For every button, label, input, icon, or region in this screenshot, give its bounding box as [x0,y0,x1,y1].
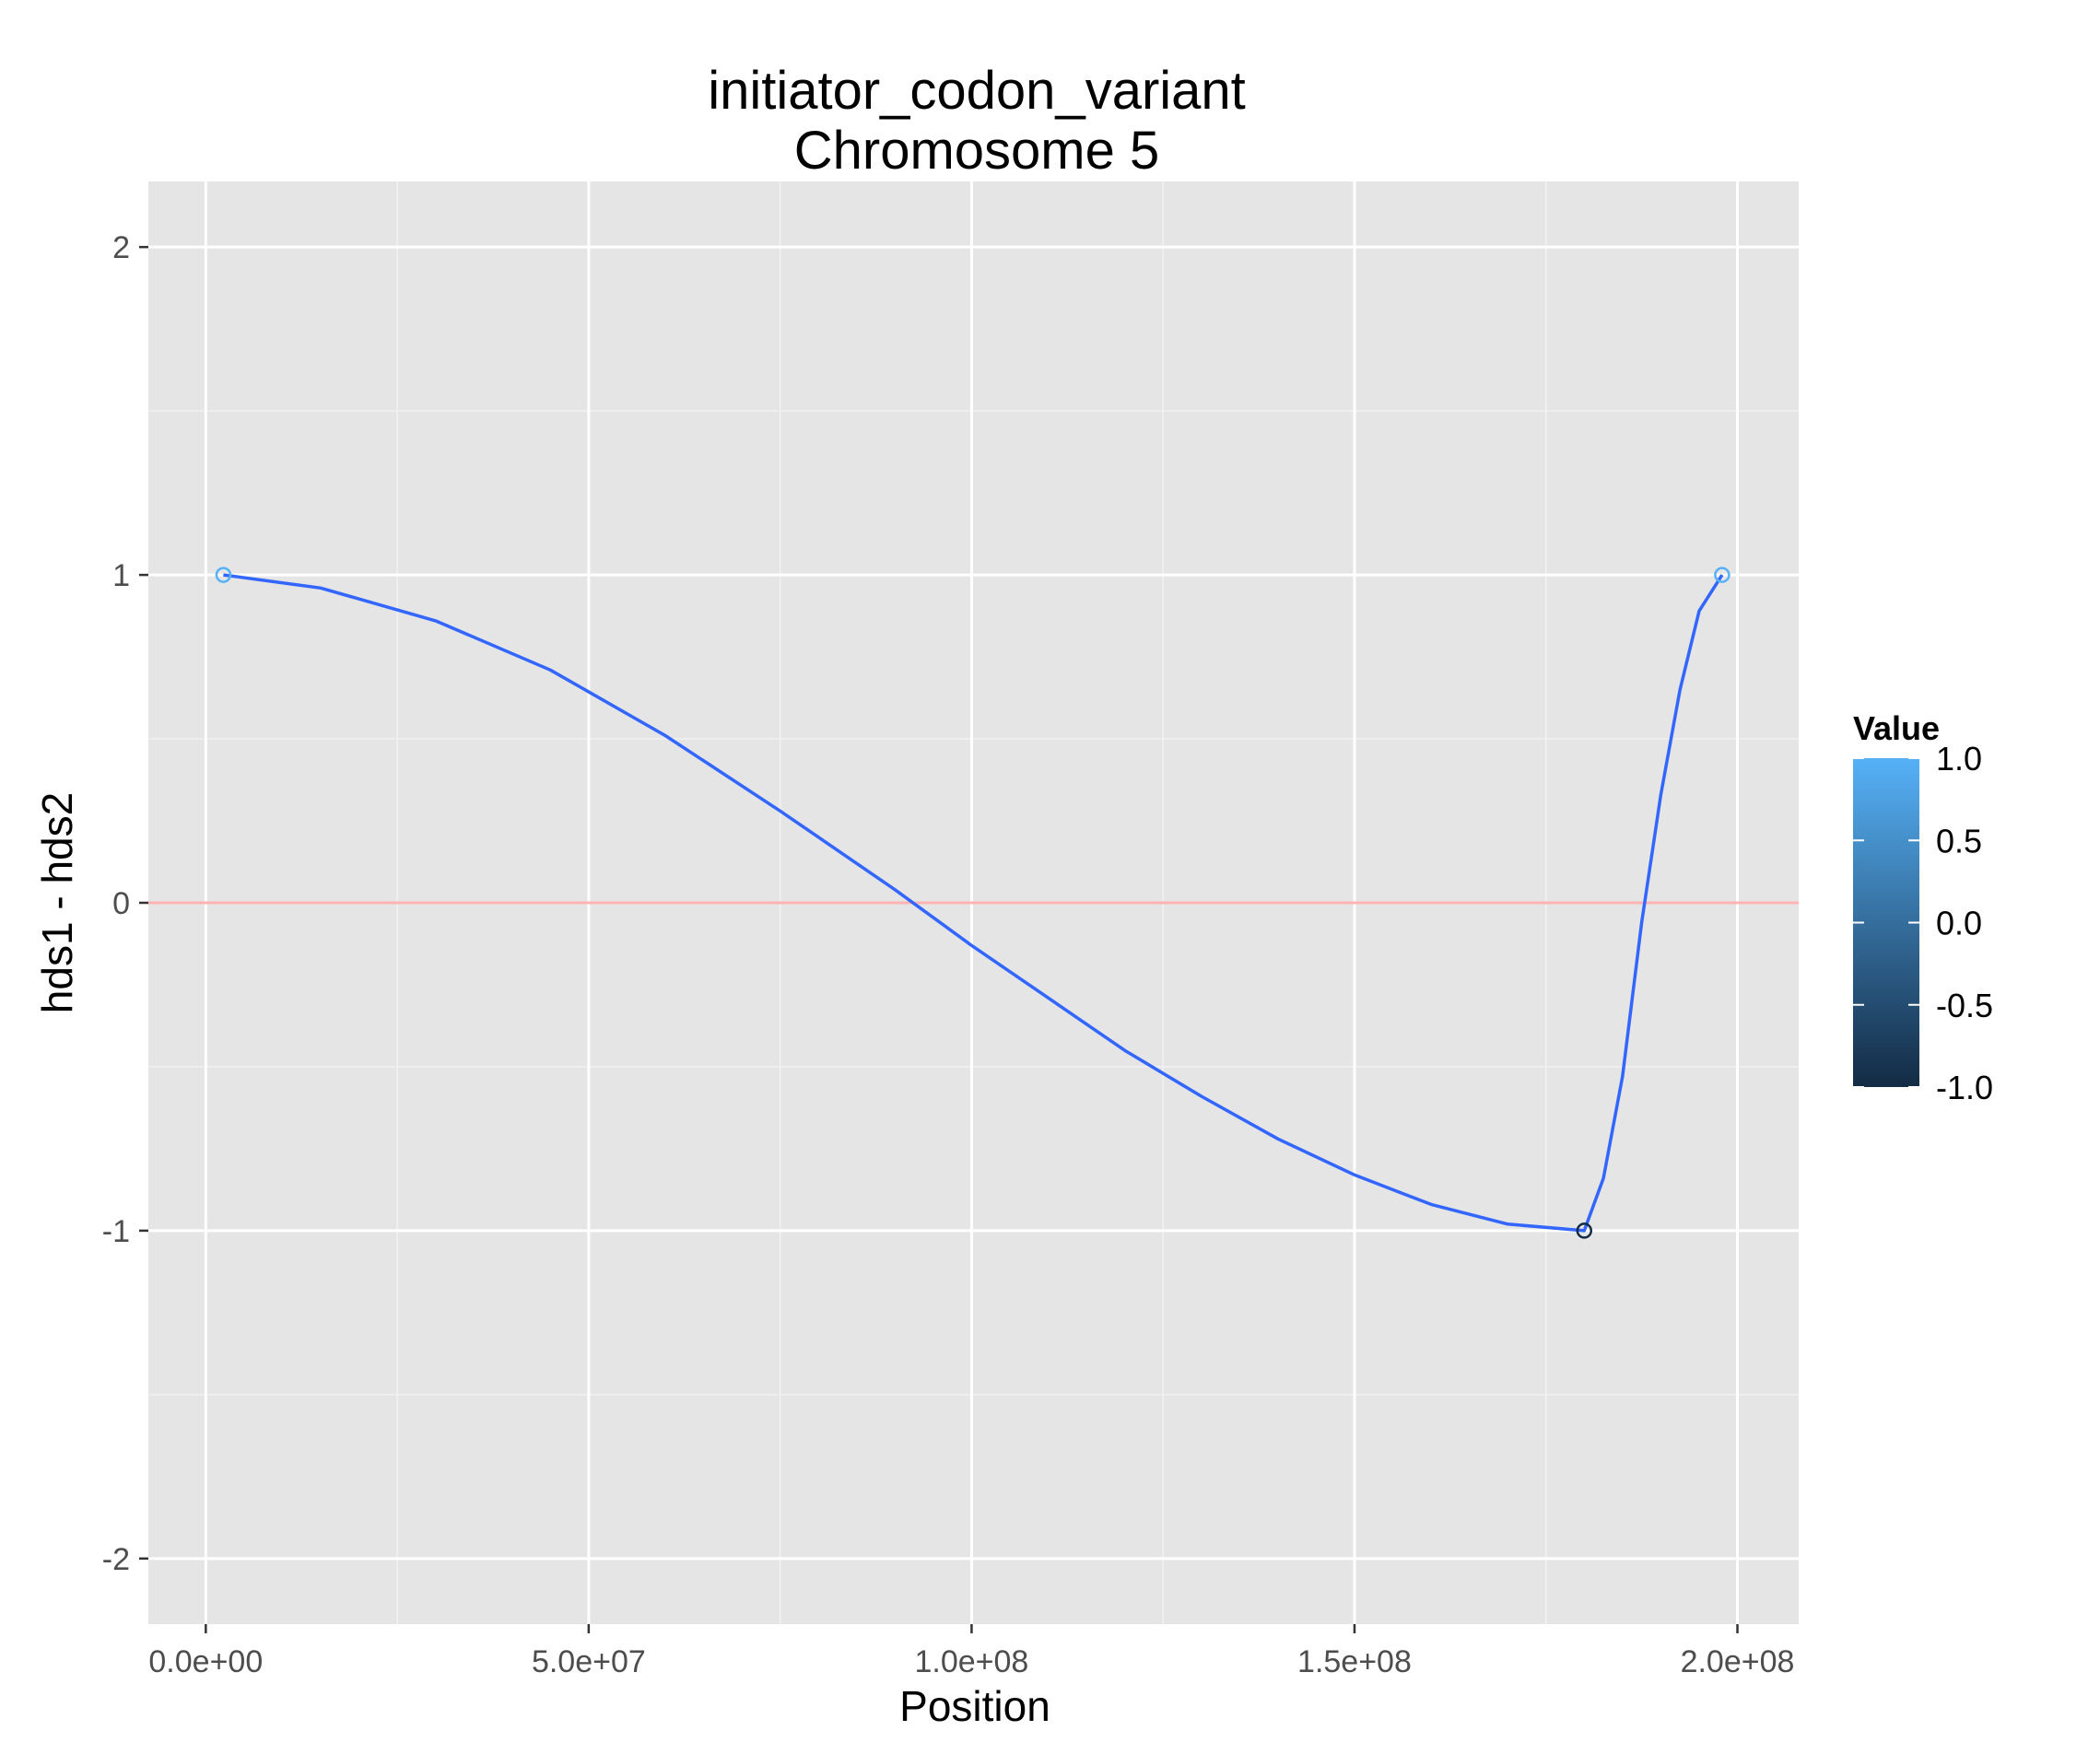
y-axis-title: hds1 - hds2 [33,792,81,1013]
y-tick-label: 0 [112,886,130,921]
color-legend: Value 1.0 0.5 0.0 -0.5 -1.0 [1853,709,1993,1106]
x-tick-label: 2.0e+08 [1681,1644,1795,1679]
y-tick-label: -1 [102,1214,130,1249]
legend-label: -1.0 [1936,1069,1993,1106]
chart-subtitle: Chromosome 5 [794,121,1159,181]
x-tick-label: 1.5e+08 [1297,1644,1412,1679]
y-tick-label: -2 [102,1542,130,1577]
series-group [215,567,1730,1239]
legend-label: 0.5 [1936,822,1982,859]
x-tick-label: 5.0e+07 [532,1644,646,1679]
legend-label: 1.0 [1936,740,1982,778]
y-tick-label: 1 [112,558,130,593]
data-point [1576,1222,1593,1239]
data-point [215,567,232,583]
x-tick-label: 1.0e+08 [914,1644,1028,1679]
legend-ticks: 1.0 0.5 0.0 -0.5 -1.0 [1853,740,1993,1106]
x-tick-label: 0.0e+00 [148,1644,263,1679]
data-point [1714,567,1730,583]
y-tick-label: 2 [112,230,130,265]
x-axis-title: Position [899,1682,1050,1730]
smooth-line [223,573,1724,1233]
legend-label: -0.5 [1936,987,1993,1024]
legend-title: Value [1853,709,1940,747]
x-axis: 0.0e+00 5.0e+07 1.0e+08 1.5e+08 2.0e+08 [148,1624,1794,1679]
legend-label: 0.0 [1936,905,1982,942]
y-axis: -2 -1 0 1 2 [102,230,148,1577]
chart-title: initiator_codon_variant [708,61,1246,121]
